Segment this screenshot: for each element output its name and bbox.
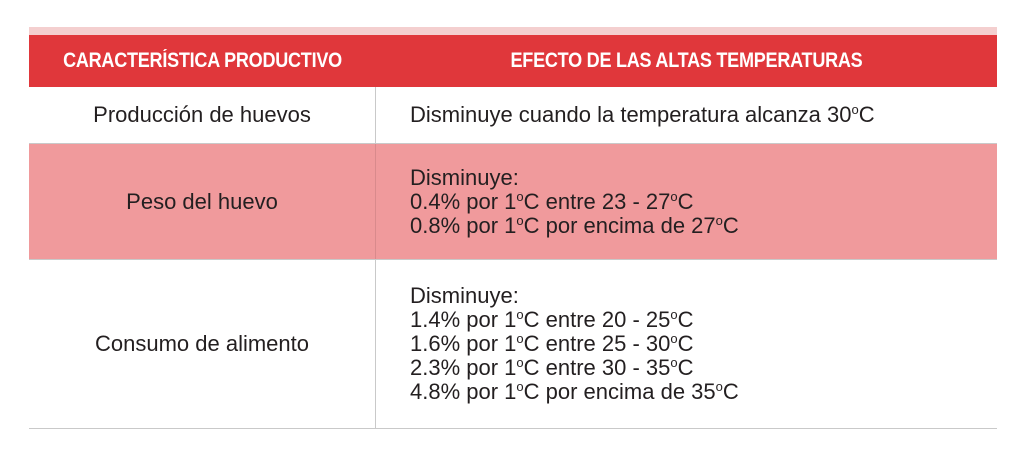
row-effect: Disminuye: 0.4% por 1oC entre 23 - 27oC …	[376, 144, 997, 259]
effect-line: 2.3% por 1oC entre 30 - 35oC	[410, 355, 694, 380]
effect-line: 1.6% por 1oC entre 25 - 30oC	[410, 331, 694, 356]
effect-line: Disminuye:	[410, 164, 519, 190]
temperature-effects-table: CARACTERÍSTICA PRODUCTIVO EFECTO DE LAS …	[29, 27, 997, 429]
effect-line: 4.8% por 1oC por encima de 35oC	[410, 379, 739, 404]
row-effect: Disminuye: 1.4% por 1oC entre 20 - 25oC …	[376, 260, 997, 428]
table-row: Peso del huevo Disminuye: 0.4% por 1oC e…	[29, 144, 997, 260]
effect-line: 0.4% por 1oC entre 23 - 27oC	[410, 188, 694, 214]
header-characteristic: CARACTERÍSTICA PRODUCTIVO	[63, 49, 342, 72]
table-header: CARACTERÍSTICA PRODUCTIVO EFECTO DE LAS …	[29, 35, 997, 87]
header-effect: EFECTO DE LAS ALTAS TEMPERATURAS	[510, 49, 863, 72]
row-characteristic: Consumo de alimento	[29, 260, 376, 428]
effect-line: Disminuye cuando la temperatura alcanza …	[410, 102, 875, 127]
table-top-band	[29, 27, 997, 35]
effect-line: Disminuye:	[410, 283, 519, 308]
table-row: Consumo de alimento Disminuye: 1.4% por …	[29, 260, 997, 429]
effect-line: 1.4% por 1oC entre 20 - 25oC	[410, 307, 694, 332]
row-characteristic: Peso del huevo	[29, 144, 376, 259]
row-effect: Disminuye cuando la temperatura alcanza …	[376, 87, 997, 143]
table-row: Producción de huevos Disminuye cuando la…	[29, 87, 997, 144]
effect-line: 0.8% por 1oC por encima de 27oC	[410, 212, 739, 238]
row-characteristic: Producción de huevos	[29, 87, 376, 143]
